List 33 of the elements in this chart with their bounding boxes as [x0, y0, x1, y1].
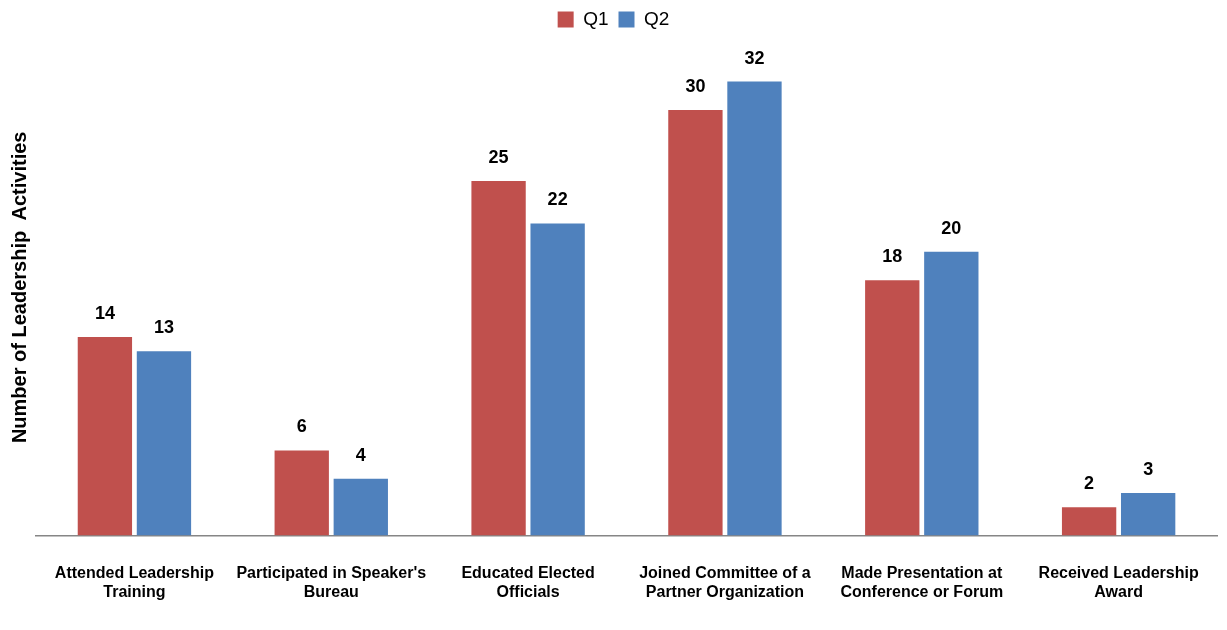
bar [333, 478, 388, 536]
y-axis-title: Number of Leadership Activities [7, 131, 30, 444]
bar [668, 109, 723, 536]
bar [471, 180, 526, 536]
data-label: 2 [1084, 473, 1095, 494]
data-label: 14 [94, 302, 115, 323]
bar [77, 336, 133, 536]
x-tick-label: Received Leadership Award [1038, 563, 1199, 600]
bar [1061, 507, 1117, 536]
bar [530, 223, 585, 536]
x-tick-label: Participated in Speaker's Bureau [236, 563, 427, 600]
data-label: 25 [488, 146, 509, 167]
bar [136, 351, 192, 536]
data-label: 20 [941, 217, 962, 238]
x-tick-label: Attended Leadership Training [54, 563, 215, 600]
bar [924, 251, 979, 536]
x-tick-label: Educated Elected Officials [461, 563, 595, 600]
data-label: 6 [296, 416, 307, 437]
data-label: 22 [547, 189, 568, 210]
bar [274, 450, 329, 536]
data-label: 3 [1143, 459, 1154, 479]
bar [1120, 493, 1176, 536]
bar [865, 280, 920, 536]
data-label: 13 [153, 317, 174, 338]
data-label: 4 [355, 444, 366, 465]
x-tick-label: Joined Committee of a Partner Organization [639, 563, 811, 600]
data-label: 30 [685, 75, 706, 96]
legend-label: Q2 [644, 7, 670, 29]
legend-label: Q1 [583, 7, 609, 29]
bar [727, 81, 782, 536]
data-label: 32 [744, 47, 765, 68]
x-tick-label: Made Presentation at Conference or Forum [840, 563, 1004, 600]
data-label: 18 [882, 246, 903, 267]
